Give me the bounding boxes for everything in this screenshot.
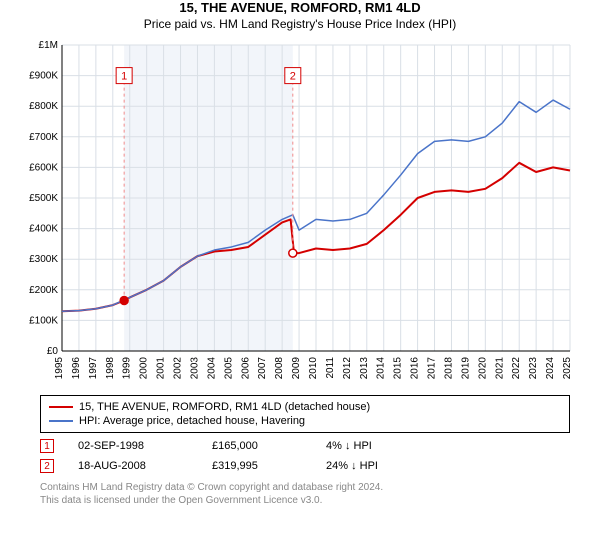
svg-text:2016: 2016 xyxy=(410,357,421,380)
footer: Contains HM Land Registry data © Crown c… xyxy=(40,481,570,507)
svg-text:£200K: £200K xyxy=(29,285,58,296)
legend-swatch xyxy=(49,406,73,408)
sale-marker: 1 xyxy=(40,439,54,453)
svg-text:£300K: £300K xyxy=(29,254,58,265)
legend-row: 15, THE AVENUE, ROMFORD, RM1 4LD (detach… xyxy=(49,400,561,414)
legend-label: HPI: Average price, detached house, Have… xyxy=(79,415,305,427)
svg-text:2022: 2022 xyxy=(511,357,522,380)
sale-row: 2 18-AUG-2008 £319,995 24% ↓ HPI xyxy=(40,459,570,473)
svg-text:£400K: £400K xyxy=(29,224,58,235)
svg-text:2018: 2018 xyxy=(443,357,454,380)
chart: £0 £100K £200K £300K £400K £500K £600K £700K £80… xyxy=(20,39,580,389)
footer-line1: Contains HM Land Registry data © Crown c… xyxy=(40,481,570,494)
svg-text:2004: 2004 xyxy=(206,357,217,380)
svg-text:£100K: £100K xyxy=(29,315,58,326)
svg-text:£0: £0 xyxy=(47,346,59,357)
svg-text:2012: 2012 xyxy=(342,357,353,380)
legend-row: HPI: Average price, detached house, Have… xyxy=(49,414,561,428)
svg-text:£800K: £800K xyxy=(29,101,58,112)
svg-text:2014: 2014 xyxy=(376,357,387,380)
svg-text:2000: 2000 xyxy=(139,357,150,380)
legend-label: 15, THE AVENUE, ROMFORD, RM1 4LD (detach… xyxy=(79,401,370,413)
sale-price: £319,995 xyxy=(212,460,302,472)
svg-text:£1M: £1M xyxy=(39,40,58,51)
svg-text:2025: 2025 xyxy=(562,357,573,380)
chart-svg: £0 £100K £200K £300K £400K £500K £600K £700K £80… xyxy=(20,39,580,389)
sale-date: 02-SEP-1998 xyxy=(78,440,188,452)
sale-hpi: 24% ↓ HPI xyxy=(326,460,378,472)
svg-text:2011: 2011 xyxy=(325,357,336,379)
svg-text:£700K: £700K xyxy=(29,132,58,143)
svg-text:2009: 2009 xyxy=(291,357,302,380)
svg-text:2: 2 xyxy=(290,71,296,83)
svg-text:2010: 2010 xyxy=(308,357,319,380)
sale-date: 18-AUG-2008 xyxy=(78,460,188,472)
svg-text:1997: 1997 xyxy=(88,357,99,380)
svg-text:1996: 1996 xyxy=(71,357,82,380)
svg-text:2017: 2017 xyxy=(427,357,438,380)
sale-row: 1 02-SEP-1998 £165,000 4% ↓ HPI xyxy=(40,439,570,453)
svg-text:2013: 2013 xyxy=(359,357,370,380)
svg-text:2021: 2021 xyxy=(494,357,505,380)
legend-swatch xyxy=(49,420,73,422)
svg-text:1: 1 xyxy=(121,71,127,83)
page-subtitle: Price paid vs. HM Land Registry's House … xyxy=(0,17,600,31)
svg-text:2024: 2024 xyxy=(545,357,556,380)
svg-text:£600K: £600K xyxy=(29,162,58,173)
svg-text:2003: 2003 xyxy=(189,357,200,380)
svg-text:2007: 2007 xyxy=(257,357,268,380)
footer-line2: This data is licensed under the Open Gov… xyxy=(40,494,570,507)
svg-text:£500K: £500K xyxy=(29,193,58,204)
svg-text:2019: 2019 xyxy=(460,357,471,380)
sale-price: £165,000 xyxy=(212,440,302,452)
svg-text:2005: 2005 xyxy=(223,357,234,380)
svg-text:2008: 2008 xyxy=(274,357,285,380)
svg-text:2023: 2023 xyxy=(528,357,539,380)
legend: 15, THE AVENUE, ROMFORD, RM1 4LD (detach… xyxy=(40,395,570,433)
svg-text:2020: 2020 xyxy=(477,357,488,380)
sale-marker: 2 xyxy=(40,459,54,473)
svg-text:2001: 2001 xyxy=(156,357,167,380)
sale-hpi: 4% ↓ HPI xyxy=(326,440,372,452)
page-title: 15, THE AVENUE, ROMFORD, RM1 4LD xyxy=(0,0,600,15)
svg-text:2002: 2002 xyxy=(173,357,184,380)
svg-text:£900K: £900K xyxy=(29,71,58,82)
svg-text:1998: 1998 xyxy=(105,357,116,380)
svg-text:2006: 2006 xyxy=(240,357,251,380)
svg-text:1999: 1999 xyxy=(122,357,133,380)
svg-text:2015: 2015 xyxy=(393,357,404,380)
svg-text:1995: 1995 xyxy=(54,357,65,380)
